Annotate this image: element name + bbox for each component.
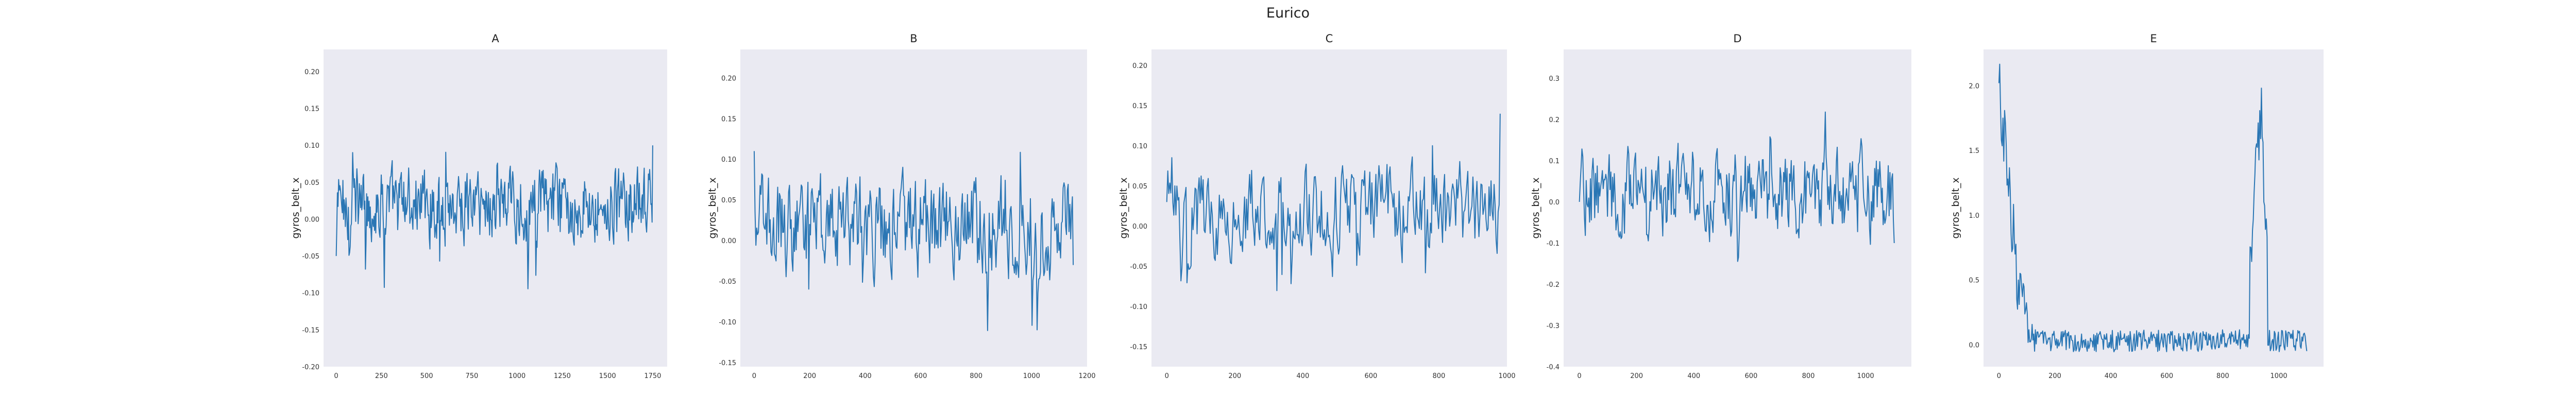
- x-tick-label: 600: [1744, 372, 1757, 380]
- y-tick-label: -0.10: [719, 319, 736, 327]
- x-tick-label: 1200: [1078, 372, 1095, 380]
- subplot-title: A: [492, 32, 499, 45]
- x-tick-label: 1250: [554, 372, 571, 380]
- y-tick-label: -0.1: [1547, 240, 1560, 248]
- x-tick-label: 0: [1577, 372, 1581, 380]
- y-tick-label: -0.15: [302, 327, 319, 334]
- y-axis-label: gyros_belt_x: [1118, 178, 1129, 239]
- subplot-title: B: [910, 32, 917, 45]
- y-tick-label: -0.10: [1130, 303, 1147, 311]
- plot-area: [324, 49, 667, 367]
- y-tick-label: -0.20: [302, 364, 319, 371]
- plot-area: [1564, 49, 1911, 367]
- x-tick-label: 200: [803, 372, 816, 380]
- y-tick-label: 0.20: [1132, 62, 1147, 70]
- y-tick-label: -0.4: [1547, 364, 1560, 371]
- y-tick-label: 0.05: [721, 197, 736, 204]
- y-tick-label: -0.05: [719, 278, 736, 286]
- y-tick-label: 0.1: [1549, 158, 1560, 165]
- x-tick-label: 1000: [509, 372, 526, 380]
- x-tick-label: 800: [1433, 372, 1446, 380]
- series-line: [1579, 111, 1895, 262]
- x-tick-label: 1000: [1498, 372, 1515, 380]
- x-tick-label: 600: [2160, 372, 2173, 380]
- y-tick-label: 2.0: [1969, 82, 1979, 90]
- y-tick-label: 0.5: [1969, 277, 1979, 285]
- y-tick-label: 0.00: [304, 216, 319, 224]
- x-tick-label: 250: [375, 372, 388, 380]
- x-tick-label: 0: [1165, 372, 1169, 380]
- y-tick-label: 0.15: [721, 115, 736, 123]
- y-tick-label: 0.2: [1549, 116, 1560, 124]
- y-tick-label: -0.05: [302, 253, 319, 261]
- x-tick-label: 750: [465, 372, 478, 380]
- x-tick-label: 500: [420, 372, 433, 380]
- x-tick-label: 1000: [1023, 372, 1040, 380]
- plot-area: [1984, 49, 2324, 367]
- y-tick-label: -0.15: [719, 359, 736, 367]
- y-tick-label: 0.05: [1132, 183, 1147, 191]
- y-axis-label: gyros_belt_x: [1530, 178, 1541, 239]
- y-axis-label: gyros_belt_x: [1950, 178, 1961, 239]
- x-tick-label: 400: [1687, 372, 1700, 380]
- x-tick-label: 200: [1228, 372, 1241, 380]
- x-tick-label: 0: [1997, 372, 2001, 380]
- y-tick-label: -0.05: [1130, 263, 1147, 271]
- plot-area: [1151, 49, 1507, 367]
- y-tick-label: 0.10: [304, 142, 319, 150]
- y-tick-label: 0.00: [721, 237, 736, 245]
- subplot-title: E: [2150, 32, 2157, 45]
- x-tick-label: 400: [859, 372, 872, 380]
- y-tick-label: 0.05: [304, 179, 319, 187]
- x-tick-label: 1000: [1857, 372, 1874, 380]
- subplot-title: D: [1733, 32, 1741, 45]
- x-tick-label: 400: [2105, 372, 2117, 380]
- y-tick-label: 0.10: [1132, 143, 1147, 150]
- y-tick-label: -0.2: [1547, 281, 1560, 289]
- subplot-title: C: [1326, 32, 1333, 45]
- x-tick-label: 0: [752, 372, 756, 380]
- series-line: [753, 151, 1074, 331]
- series-line: [1166, 113, 1501, 291]
- x-tick-label: 1000: [2270, 372, 2287, 380]
- x-tick-label: 600: [1364, 372, 1377, 380]
- y-tick-label: 0.15: [304, 106, 319, 113]
- x-tick-label: 800: [1802, 372, 1815, 380]
- x-tick-label: 800: [2216, 372, 2229, 380]
- y-tick-label: 0.20: [721, 75, 736, 82]
- y-tick-label: 0.10: [721, 156, 736, 164]
- y-tick-label: 0.0: [1969, 341, 1979, 349]
- series-line: [335, 145, 653, 289]
- y-tick-label: 1.5: [1969, 147, 1979, 155]
- x-tick-label: 800: [970, 372, 982, 380]
- plot-area: [740, 49, 1087, 367]
- y-tick-label: -0.10: [302, 290, 319, 298]
- x-tick-label: 200: [1630, 372, 1643, 380]
- x-tick-label: 1500: [599, 372, 616, 380]
- figure-title: Eurico: [1266, 5, 1310, 21]
- y-tick-label: -0.15: [1130, 344, 1147, 351]
- y-tick-label: 0.00: [1132, 223, 1147, 231]
- y-tick-label: 0.3: [1549, 75, 1560, 83]
- y-tick-label: -0.3: [1547, 322, 1560, 330]
- x-tick-label: 400: [1296, 372, 1309, 380]
- x-tick-label: 0: [334, 372, 338, 380]
- y-tick-label: 0.0: [1549, 199, 1560, 207]
- series-line: [1998, 63, 2308, 353]
- y-tick-label: 0.15: [1132, 102, 1147, 110]
- y-tick-label: 1.0: [1969, 212, 1979, 220]
- x-tick-label: 1750: [644, 372, 661, 380]
- y-axis-label: gyros_belt_x: [290, 178, 301, 239]
- y-axis-label: gyros_belt_x: [707, 178, 718, 239]
- x-tick-label: 200: [2048, 372, 2061, 380]
- x-tick-label: 600: [914, 372, 927, 380]
- y-tick-label: 0.20: [304, 68, 319, 76]
